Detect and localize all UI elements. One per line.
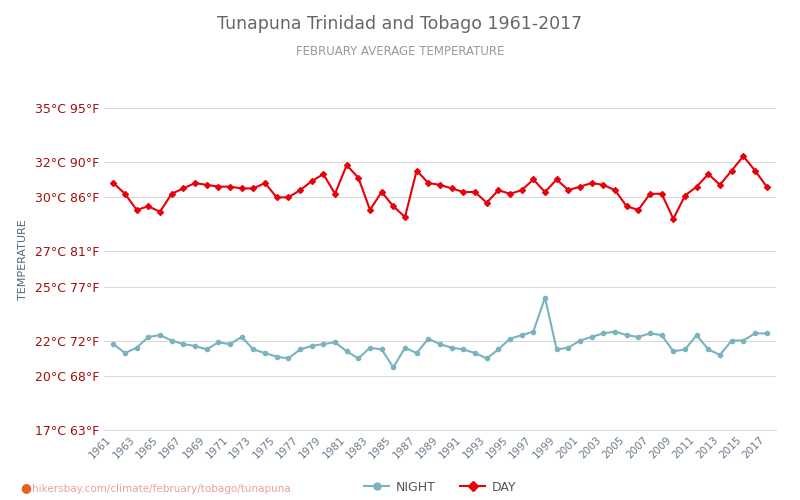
Legend: NIGHT, DAY: NIGHT, DAY bbox=[359, 476, 521, 498]
Text: hikersbay.com/climate/february/tobago/tunapuna: hikersbay.com/climate/february/tobago/tu… bbox=[32, 484, 290, 494]
Text: Tunapuna Trinidad and Tobago 1961-2017: Tunapuna Trinidad and Tobago 1961-2017 bbox=[218, 15, 582, 33]
Y-axis label: TEMPERATURE: TEMPERATURE bbox=[18, 220, 28, 300]
Text: FEBRUARY AVERAGE TEMPERATURE: FEBRUARY AVERAGE TEMPERATURE bbox=[296, 45, 504, 58]
Text: ●: ● bbox=[20, 481, 31, 494]
